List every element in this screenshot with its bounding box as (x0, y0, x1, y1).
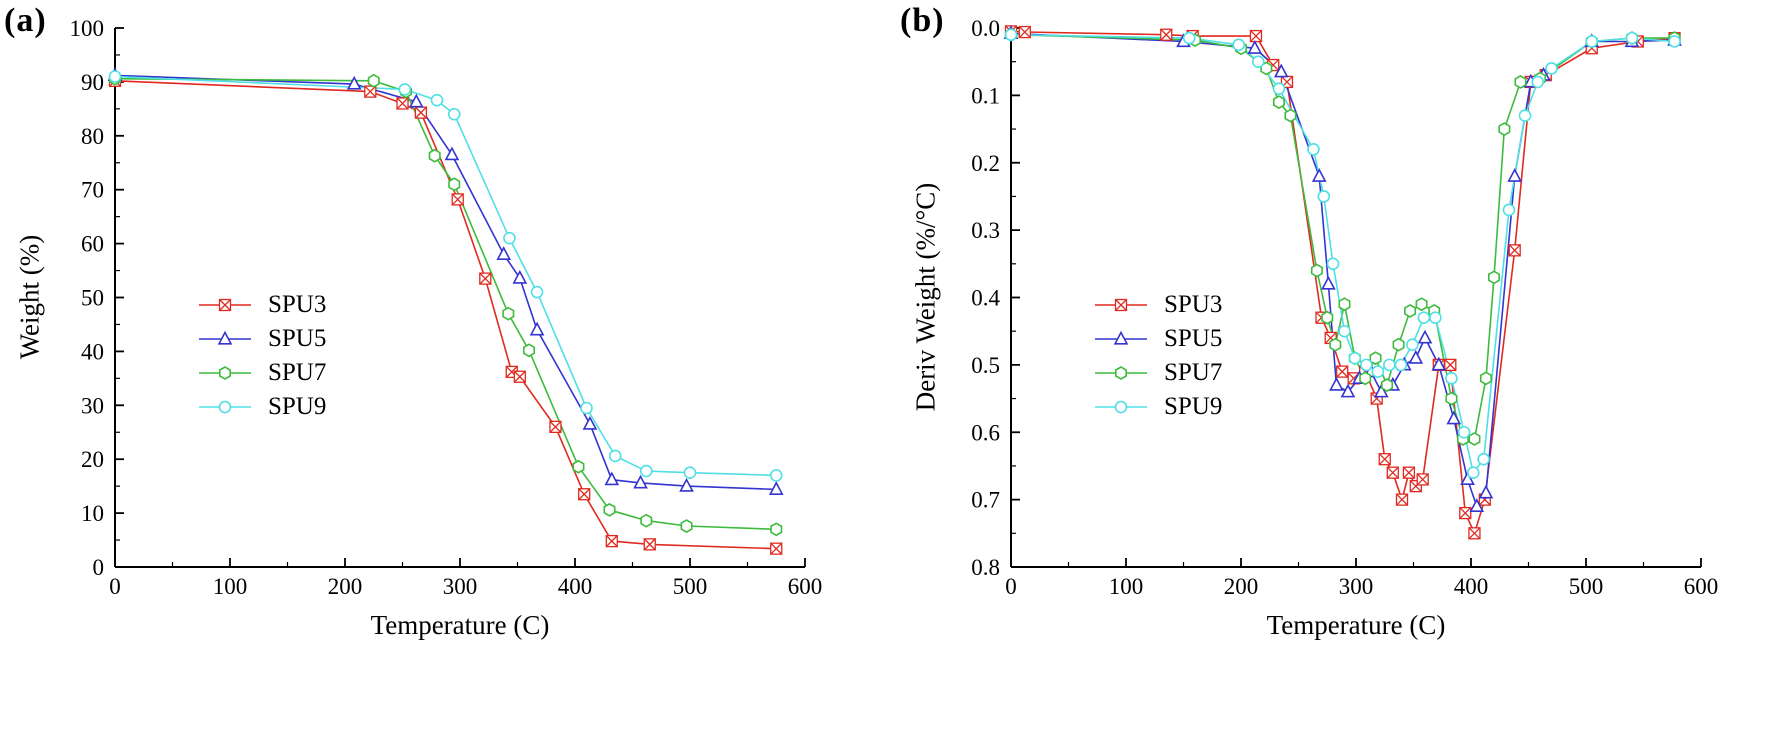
legend-label: SPU7 (268, 359, 327, 386)
svg-text:30: 30 (81, 393, 104, 418)
panel-b-y-axis-title: Deriv Weight (%/°C) (910, 182, 941, 412)
svg-text:600: 600 (788, 574, 823, 599)
svg-text:300: 300 (1339, 574, 1374, 599)
svg-text:100: 100 (70, 16, 105, 41)
legend-key-icon (1095, 298, 1147, 311)
legend-key-icon (199, 298, 251, 311)
panel-b-x-axis-title: Temperature (C) (1266, 610, 1446, 640)
panel-a-y-axis-title: Weight (%) (14, 234, 45, 360)
svg-text:500: 500 (1569, 574, 1604, 599)
svg-text:0.1: 0.1 (971, 83, 1000, 108)
legend-item: SPU3 (196, 292, 326, 317)
legend-label: SPU7 (1164, 359, 1223, 386)
svg-text:600: 600 (1684, 574, 1719, 599)
legend-item: SPU7 (196, 360, 326, 385)
panel-a-x-axis-title: Temperature (C) (370, 610, 550, 640)
svg-text:100: 100 (213, 574, 248, 599)
panel-b-label: (b) (900, 2, 945, 39)
svg-text:100: 100 (1109, 574, 1144, 599)
legend-key-icon (1095, 330, 1147, 345)
legend-label: SPU9 (268, 393, 327, 420)
svg-text:0.3: 0.3 (971, 218, 1000, 243)
legend-item: SPU9 (196, 394, 326, 419)
panel-a-legend: SPU3 SPU5 SPU7 SPU9 (196, 292, 326, 419)
svg-text:300: 300 (443, 574, 478, 599)
svg-text:200: 200 (1224, 574, 1259, 599)
legend-label: SPU5 (268, 325, 327, 352)
legend-item: SPU5 (196, 326, 326, 351)
svg-text:200: 200 (328, 574, 363, 599)
panel-b: 0 100 200 300 400 500 600 0.0 0.1 0.2 0.3 0.4 0.5 0.6… (896, 0, 1791, 745)
svg-text:40: 40 (81, 339, 104, 364)
svg-text:0.2: 0.2 (971, 151, 1000, 176)
legend-key-icon (199, 400, 251, 413)
panel-a: 0 100 200 300 400 500 600 0 10 20 30 40 50 60 70 80 90 10… (0, 0, 895, 745)
legend-key-icon (199, 365, 251, 380)
legend-label: SPU9 (1164, 393, 1223, 420)
svg-text:400: 400 (1454, 574, 1489, 599)
svg-text:60: 60 (81, 232, 104, 257)
legend-key-icon (199, 330, 251, 345)
svg-text:0: 0 (1005, 574, 1017, 599)
panel-b-plot-svg: 0 100 200 300 400 500 600 0.0 0.1 0.2 0.3 0.4 0.5 0.6… (971, 16, 1719, 599)
panel-a-plot-svg: 0 100 200 300 400 500 600 0 10 20 30 40 50 60 70 80 90 10… (70, 16, 823, 599)
legend-key-icon (1095, 400, 1147, 413)
svg-text:0.6: 0.6 (971, 420, 1000, 445)
svg-text:0.0: 0.0 (971, 16, 1000, 41)
legend-label: SPU3 (1164, 291, 1223, 318)
svg-text:70: 70 (81, 178, 104, 203)
legend-item: SPU7 (1092, 360, 1222, 385)
svg-text:20: 20 (81, 447, 104, 472)
svg-text:50: 50 (81, 286, 104, 311)
legend-item: SPU5 (1092, 326, 1222, 351)
svg-text:500: 500 (673, 574, 708, 599)
legend-item: SPU9 (1092, 394, 1222, 419)
panel-a-label: (a) (4, 2, 47, 39)
svg-text:0: 0 (93, 555, 105, 580)
legend-label: SPU3 (268, 291, 327, 318)
svg-text:90: 90 (81, 70, 104, 95)
svg-text:0.8: 0.8 (971, 555, 1000, 580)
svg-text:0.5: 0.5 (971, 353, 1000, 378)
svg-text:0.4: 0.4 (971, 286, 1000, 311)
svg-text:400: 400 (558, 574, 593, 599)
svg-text:0.7: 0.7 (971, 488, 1000, 513)
legend-label: SPU5 (1164, 325, 1223, 352)
svg-text:80: 80 (81, 124, 104, 149)
svg-text:0: 0 (109, 574, 121, 599)
panel-b-legend: SPU3 SPU5 SPU7 SPU9 (1092, 292, 1222, 419)
svg-text:10: 10 (81, 501, 104, 526)
legend-key-icon (1095, 365, 1147, 380)
legend-item: SPU3 (1092, 292, 1222, 317)
